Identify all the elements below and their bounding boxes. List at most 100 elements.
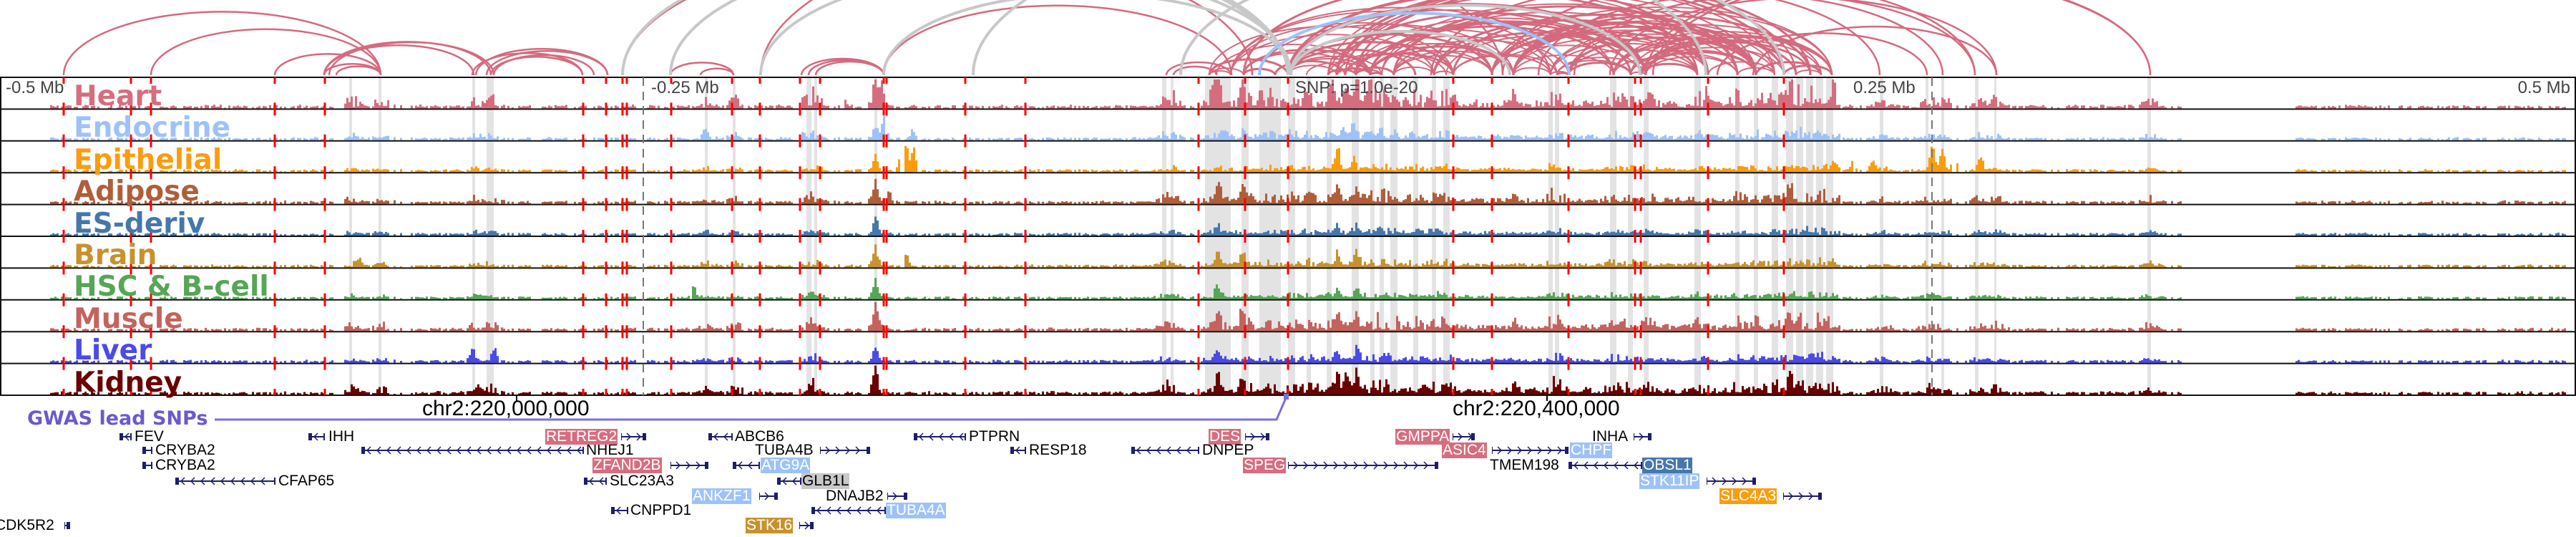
gene-label-obsl1[interactable]: OBSL1 bbox=[1642, 457, 1692, 473]
strand-arrow-icon bbox=[1136, 446, 1141, 455]
gene-label-inha[interactable]: INHA bbox=[1592, 428, 1629, 445]
gene-glyph-inha[interactable] bbox=[1634, 432, 1653, 442]
strand-arrow-icon bbox=[313, 432, 318, 441]
signal-heart bbox=[50, 79, 2566, 109]
gene-label-ihh[interactable]: IHH bbox=[328, 428, 355, 445]
gene-label-cfap65[interactable]: CFAP65 bbox=[278, 473, 335, 489]
gene-label-stk11ip[interactable]: STK11IP bbox=[1639, 473, 1700, 489]
strand-arrow-icon bbox=[598, 477, 604, 485]
strand-arrow-icon bbox=[1373, 461, 1379, 470]
strand-arrow-icon bbox=[1186, 446, 1191, 455]
gene-glyph-cdk5r2[interactable] bbox=[64, 521, 72, 531]
gene-glyph-stk16[interactable] bbox=[799, 521, 815, 531]
gene-glyph-dnpep[interactable] bbox=[1131, 445, 1200, 455]
gene-glyph-tuba4a[interactable] bbox=[811, 505, 887, 516]
track-label-adipose: Adipose bbox=[74, 175, 200, 208]
loop-arc bbox=[1209, 25, 1454, 76]
peak-marker-lines bbox=[62, 77, 1785, 395]
gene-label-dnajb2[interactable]: DNAJB2 bbox=[826, 488, 884, 504]
gene-glyph-cryba2[interactable] bbox=[142, 445, 153, 455]
loop-arc bbox=[485, 49, 609, 76]
gene-label-slc4a3[interactable]: SLC4A3 bbox=[1719, 488, 1777, 504]
gene-exon bbox=[867, 447, 870, 454]
gene-label-glb1l[interactable]: GLB1L bbox=[801, 473, 850, 489]
strand-arrow-icon bbox=[713, 432, 718, 441]
gene-label-ptprn[interactable]: PTPRN bbox=[969, 428, 1020, 445]
gene-glyph-tuba4b[interactable] bbox=[820, 445, 872, 455]
strand-arrow-icon bbox=[1303, 461, 1309, 470]
gene-label-ankzf1[interactable]: ANKZF1 bbox=[692, 488, 751, 504]
strand-arrow-icon bbox=[576, 446, 582, 455]
gene-label-abcb6[interactable]: ABCB6 bbox=[735, 428, 784, 445]
gene-glyph-slc23a3[interactable] bbox=[584, 476, 608, 486]
gene-glyph-cfap65[interactable] bbox=[175, 476, 276, 486]
loop-arc bbox=[1639, 36, 1833, 76]
gene-label-atg9a[interactable]: ATG9A bbox=[761, 457, 811, 473]
strand-arrow-icon bbox=[1260, 432, 1266, 441]
gene-glyph-cryba2[interactable] bbox=[142, 460, 153, 470]
gene-label-stk16[interactable]: STK16 bbox=[746, 517, 794, 533]
gene-label-zfand2b[interactable]: ZFAND2B bbox=[592, 457, 662, 473]
strand-arrow-icon bbox=[855, 446, 861, 455]
gwas-snp-marker bbox=[1284, 394, 1289, 400]
gene-exon bbox=[708, 433, 712, 440]
gene-glyph-des[interactable] bbox=[1245, 432, 1271, 442]
gene-label-asic4[interactable]: ASIC4 bbox=[1442, 442, 1487, 458]
gene-label-chpf[interactable]: CHPF bbox=[1570, 442, 1613, 458]
gene-label-cryba2[interactable]: CRYBA2 bbox=[155, 457, 215, 473]
track-label-es-deriv: ES-deriv bbox=[74, 207, 205, 240]
gene-label-resp18[interactable]: RESP18 bbox=[1029, 442, 1087, 458]
gene-glyph-cnppd1[interactable] bbox=[611, 505, 629, 516]
gene-label-retreg2[interactable]: RETREG2 bbox=[545, 428, 618, 445]
strand-arrow-icon bbox=[486, 446, 492, 455]
gene-glyph-tmem198[interactable] bbox=[1568, 460, 1643, 470]
gene-glyph-fev[interactable] bbox=[119, 432, 132, 442]
gene-glyph-resp18[interactable] bbox=[1010, 445, 1027, 455]
gene-glyph-slc4a3[interactable] bbox=[1783, 491, 1823, 501]
gene-label-tuba4a[interactable]: TUBA4A bbox=[886, 502, 946, 518]
strand-arrow-icon bbox=[446, 446, 452, 455]
gene-label-tmem198[interactable]: TMEM198 bbox=[1490, 457, 1559, 473]
gene-glyph-zfand2b[interactable] bbox=[670, 460, 710, 470]
loop-arc bbox=[669, 0, 1289, 76]
gene-glyph-glb1l[interactable] bbox=[777, 476, 802, 486]
gene-glyph-dnajb2[interactable] bbox=[887, 491, 909, 501]
strand-arrow-icon bbox=[1623, 461, 1629, 470]
gene-label-nhej1[interactable]: NHEJ1 bbox=[586, 442, 634, 458]
gene-glyph-ankzf1[interactable] bbox=[759, 491, 779, 501]
strand-arrow-icon bbox=[1250, 432, 1256, 441]
gene-glyph-gmppa[interactable] bbox=[1453, 432, 1476, 442]
gene-glyph-speg[interactable] bbox=[1288, 460, 1440, 470]
gene-glyph-asic4[interactable] bbox=[1492, 445, 1570, 455]
strand-arrow-icon bbox=[1403, 461, 1409, 470]
gene-label-tuba4b[interactable]: TUBA4B bbox=[755, 442, 814, 458]
gene-exon bbox=[1471, 433, 1475, 440]
loop-arc bbox=[1567, 37, 1757, 76]
gene-label-speg[interactable]: SPEG bbox=[1243, 457, 1287, 473]
gene-label-fev[interactable]: FEV bbox=[135, 428, 164, 445]
gene-glyph-retreg2[interactable] bbox=[621, 432, 648, 442]
loop-arc bbox=[1501, 0, 1976, 76]
strand-arrow-icon bbox=[1639, 432, 1644, 441]
strand-arrow-icon bbox=[958, 432, 964, 441]
gene-label-cdk5r2[interactable]: CDK5R2 bbox=[0, 517, 54, 533]
gene-glyph-stk11ip[interactable] bbox=[1707, 476, 1757, 486]
gene-exon bbox=[142, 447, 146, 454]
gene-glyph-ptprn[interactable] bbox=[914, 432, 967, 442]
gene-label-dnpep[interactable]: DNPEP bbox=[1202, 442, 1254, 458]
strand-arrow-icon bbox=[476, 446, 482, 455]
gene-label-gmppa[interactable]: GMPPA bbox=[1395, 428, 1450, 445]
gene-label-cnppd1[interactable]: CNPPD1 bbox=[630, 502, 692, 518]
gene-exon bbox=[1648, 433, 1652, 440]
gene-label-slc23a3[interactable]: SLC23A3 bbox=[610, 473, 674, 489]
gene-exon bbox=[119, 433, 123, 440]
gene-glyph-atg9a[interactable] bbox=[733, 460, 761, 470]
gene-label-cryba2[interactable]: CRYBA2 bbox=[155, 442, 215, 458]
gene-label-des[interactable]: DES bbox=[1209, 428, 1241, 445]
gene-glyph-nhej1[interactable] bbox=[361, 445, 585, 455]
gene-glyph-abcb6[interactable] bbox=[708, 432, 733, 442]
strand-arrow-icon bbox=[496, 446, 502, 455]
loop-arc bbox=[1556, 72, 1570, 76]
gene-glyph-ihh[interactable] bbox=[308, 432, 326, 442]
loop-arc bbox=[1393, 66, 1435, 76]
